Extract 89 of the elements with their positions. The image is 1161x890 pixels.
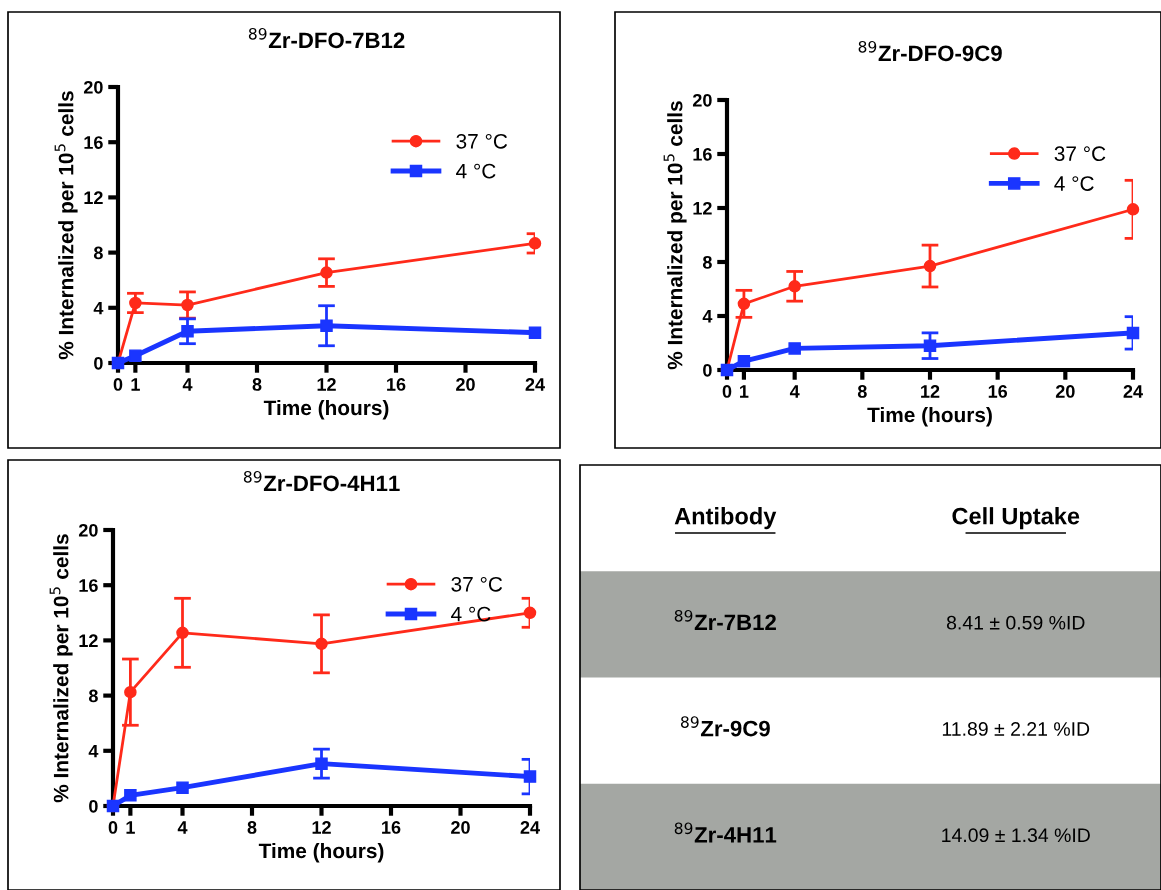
x-tick-label: 0 — [722, 385, 732, 398]
x-tick-label: 8 — [857, 385, 867, 398]
y-tick-label: 0 — [89, 799, 98, 813]
y-tick-label: 0 — [703, 363, 712, 377]
legend-label: 37 °C — [451, 576, 503, 592]
point — [528, 237, 542, 250]
point — [320, 319, 333, 332]
x-axis-title: Time (hours) — [258, 842, 384, 863]
text: 11.89 ± 2.21 %ID — [942, 722, 1090, 736]
y-tick-label: 16 — [79, 579, 98, 592]
point — [176, 781, 189, 794]
x-tick-label: 24 — [525, 378, 545, 391]
text: Cell Uptake — [952, 507, 1080, 530]
x-axis-title: Time (hours) — [867, 406, 992, 427]
point — [315, 757, 328, 770]
x-tick-label: 16 — [382, 821, 401, 834]
x-tick-label: 0 — [113, 378, 123, 391]
y-tick-label: 0 — [94, 356, 103, 370]
chart-title: $^{89}$Zr-DFO-7B12 — [248, 27, 405, 49]
y-tick-label: 8 — [88, 689, 98, 703]
y-tick-label: 16 — [84, 136, 103, 149]
x-tick-label: 24 — [520, 821, 540, 834]
y-tick-label: 8 — [93, 246, 103, 260]
text: $^{89}$Zr-9C9 — [680, 716, 770, 737]
point — [923, 259, 937, 273]
text: 8.41 ± 0.59 %ID — [946, 615, 1085, 630]
x-tick-label: 4 — [182, 378, 193, 391]
point — [528, 326, 542, 339]
point — [923, 339, 937, 352]
point — [737, 297, 751, 311]
text: 14.09 ± 1.34 %ID — [942, 828, 1090, 843]
y-tick-label: 16 — [693, 147, 712, 161]
x-tick-label: 12 — [921, 385, 940, 398]
y-tick-label: 20 — [692, 93, 712, 107]
legend-label: 37 °C — [1054, 146, 1106, 162]
x-tick-label: 4 — [789, 385, 800, 398]
x-tick-label: 1 — [740, 385, 749, 398]
y-axis-title: % Internalized per 10$^{5}$ cells — [49, 534, 73, 803]
x-tick-label: 20 — [1055, 385, 1075, 398]
y-tick-label: 4 — [88, 744, 99, 758]
point — [523, 770, 537, 783]
point — [181, 325, 194, 338]
point — [320, 266, 333, 279]
legend-label: 4 °C — [1054, 176, 1094, 191]
y-tick-label: 20 — [83, 80, 103, 94]
x-tick-label: 1 — [126, 821, 135, 834]
point — [129, 349, 142, 362]
x-tick-label: 1 — [131, 378, 140, 391]
y-tick-label: 12 — [79, 634, 98, 647]
y-tick-label: 8 — [702, 255, 712, 269]
y-axis-title: % Internalized per 10$^{5}$ cells — [54, 91, 78, 360]
text: $^{89}$Zr-4H11 — [674, 822, 777, 843]
x-tick-label: 8 — [252, 378, 262, 391]
x-tick-label: 12 — [317, 378, 336, 391]
point — [129, 296, 142, 310]
x-tick-label: 4 — [177, 821, 188, 834]
point — [181, 298, 194, 312]
point — [176, 626, 189, 640]
x-tick-label: 24 — [1123, 385, 1143, 398]
x-tick-label: 8 — [247, 821, 257, 834]
legend-label: 37 °C — [456, 133, 508, 149]
point — [737, 354, 751, 368]
legend-label: 4 °C — [451, 606, 491, 622]
text: Antibody — [674, 507, 777, 530]
y-tick-label: 4 — [93, 301, 104, 315]
x-tick-label: 12 — [312, 821, 331, 834]
point — [124, 789, 137, 802]
point — [124, 685, 137, 699]
x-tick-label: 20 — [451, 821, 470, 834]
x-tick-label: 16 — [988, 385, 1008, 398]
point — [315, 637, 328, 651]
legend-label: 4 °C — [456, 163, 496, 179]
point — [1126, 326, 1140, 340]
y-tick-label: 20 — [78, 523, 98, 537]
chart-title: $^{89}$Zr-DFO-4H11 — [243, 470, 400, 492]
text: $^{89}$Zr-7B12 — [674, 609, 776, 630]
point — [788, 342, 801, 355]
x-tick-label: 0 — [108, 821, 118, 834]
y-tick-label: 4 — [702, 310, 713, 323]
y-tick-label: 12 — [693, 201, 712, 215]
x-tick-label: 16 — [387, 378, 406, 391]
y-tick-label: 12 — [84, 191, 103, 204]
y-axis-title: % Internalized per 10$^{5}$ cells — [663, 101, 687, 370]
point — [1126, 203, 1140, 216]
point — [523, 606, 537, 620]
x-axis-title: Time (hours) — [263, 399, 389, 420]
x-tick-label: 20 — [456, 378, 475, 391]
chart-title: $^{89}$Zr-DFO-9C9 — [858, 40, 1002, 62]
point — [788, 280, 801, 293]
